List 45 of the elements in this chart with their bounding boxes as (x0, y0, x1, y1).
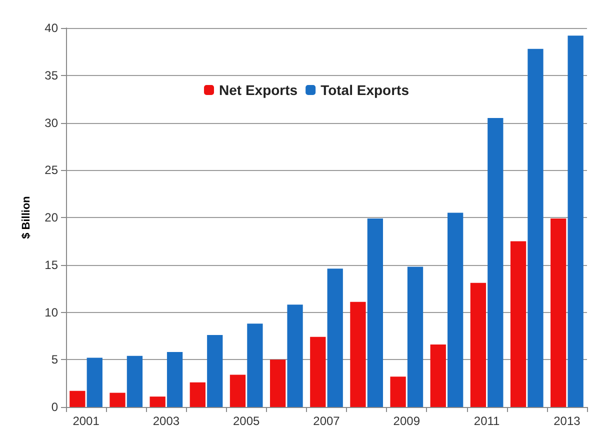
bar (550, 218, 566, 407)
y-tick-label: 25 (44, 163, 58, 178)
bar (110, 392, 126, 407)
bar (327, 268, 343, 407)
bar (390, 376, 406, 407)
y-axis-title: $ Billion (20, 196, 32, 239)
bar (150, 396, 166, 407)
x-tick-label: 2005 (232, 414, 260, 428)
bar (430, 344, 446, 407)
bar (448, 212, 464, 407)
bar (126, 356, 143, 407)
bar (207, 334, 223, 407)
bar (407, 266, 424, 407)
y-tick-label: 40 (44, 21, 58, 35)
bar (70, 390, 86, 407)
bar (350, 302, 366, 407)
bar (190, 382, 206, 407)
bar (470, 282, 486, 407)
bar (287, 304, 303, 407)
y-tick-label: 35 (44, 68, 58, 82)
y-tick-label: 30 (44, 116, 58, 130)
bar (367, 218, 384, 407)
bar (528, 48, 544, 407)
x-tick-label: 2013 (554, 414, 581, 428)
legend-label: Net Exports (219, 82, 298, 98)
bar (247, 324, 263, 407)
x-tick-label: 2011 (474, 414, 500, 428)
bar (568, 36, 584, 407)
bar (230, 374, 246, 407)
bar (310, 336, 326, 407)
bar (510, 241, 526, 407)
bar (166, 352, 183, 407)
y-tick-label: 10 (44, 305, 58, 320)
bar (270, 360, 286, 407)
bar (488, 118, 504, 407)
bar (86, 358, 102, 407)
legend-label: Total Exports (320, 82, 410, 98)
x-tick-label: 2003 (152, 414, 180, 428)
x-tick-label: 2007 (313, 414, 340, 428)
y-tick-label: 15 (44, 258, 58, 272)
y-tick-label: 5 (51, 352, 58, 367)
y-tick-label: 20 (44, 210, 58, 224)
x-tick-label: 2001 (72, 414, 100, 428)
x-tick-label: 2009 (393, 414, 420, 428)
y-tick-label: 0 (51, 400, 58, 414)
